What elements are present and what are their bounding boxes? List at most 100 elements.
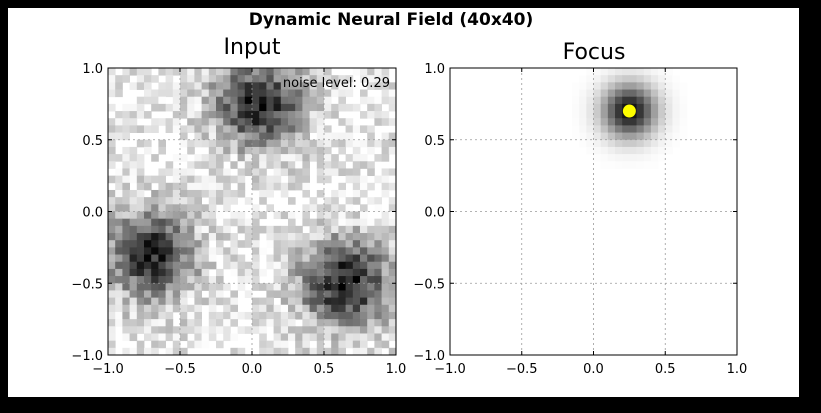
heatmap-cell bbox=[252, 175, 260, 184]
heatmap-cell bbox=[288, 89, 296, 98]
heatmap-cell bbox=[324, 82, 332, 90]
heatmap-cell bbox=[381, 233, 390, 241]
heatmap-cell bbox=[388, 175, 397, 184]
heatmap-cell bbox=[622, 146, 630, 155]
heatmap-cell bbox=[223, 175, 231, 184]
heatmap-cell bbox=[636, 125, 645, 133]
heatmap-cell bbox=[288, 132, 296, 141]
heatmap-cell bbox=[158, 82, 166, 90]
heatmap-cell bbox=[201, 118, 210, 126]
heatmap-cell bbox=[273, 326, 282, 334]
heatmap-cell bbox=[230, 118, 238, 126]
heatmap-cell bbox=[216, 340, 224, 349]
heatmap-cell bbox=[622, 82, 630, 90]
x-tick-label: −1.0 bbox=[434, 362, 466, 377]
heatmap-cell bbox=[230, 311, 238, 320]
x-tick-label: −0.5 bbox=[164, 362, 196, 377]
heatmap-cell bbox=[650, 89, 659, 98]
heatmap-cell bbox=[374, 233, 382, 241]
heatmap-cell bbox=[172, 268, 181, 277]
heatmap-cell bbox=[151, 197, 159, 205]
heatmap-cell bbox=[259, 161, 267, 169]
heatmap-cell bbox=[338, 218, 346, 227]
heatmap-cell bbox=[172, 218, 181, 227]
heatmap-cell bbox=[295, 154, 303, 162]
heatmap-cell bbox=[187, 68, 195, 76]
heatmap-cell bbox=[230, 290, 238, 298]
heatmap-cell bbox=[208, 297, 217, 306]
heatmap-cell bbox=[122, 254, 130, 263]
heatmap-cell bbox=[201, 211, 210, 220]
heatmap-cell bbox=[302, 268, 310, 277]
heatmap-cell bbox=[252, 154, 260, 162]
heatmap-cell bbox=[658, 111, 666, 119]
heatmap-cell bbox=[316, 161, 325, 169]
heatmap-cell bbox=[579, 139, 587, 148]
heatmap-cell bbox=[129, 311, 138, 320]
heatmap-cell bbox=[288, 168, 296, 177]
heatmap-cell bbox=[679, 111, 688, 119]
heatmap-cell bbox=[381, 297, 390, 306]
heatmap-cell bbox=[266, 118, 274, 126]
heatmap-cell bbox=[144, 347, 152, 356]
heatmap-cell bbox=[180, 233, 188, 241]
heatmap-cell bbox=[309, 319, 318, 327]
heatmap-cell bbox=[665, 89, 673, 98]
heatmap-cell bbox=[600, 96, 609, 105]
heatmap-cell bbox=[388, 82, 397, 90]
heatmap-cell bbox=[593, 146, 602, 155]
heatmap-cell bbox=[345, 319, 354, 327]
heatmap-cell bbox=[331, 139, 339, 148]
heatmap-cell bbox=[165, 189, 174, 198]
heatmap-cell bbox=[230, 146, 238, 155]
heatmap-cell bbox=[338, 161, 346, 169]
heatmap-cell bbox=[288, 304, 296, 313]
heatmap-cell bbox=[381, 240, 390, 248]
heatmap-cell bbox=[679, 118, 688, 126]
heatmap-cell bbox=[201, 89, 210, 98]
heatmap-cell bbox=[129, 290, 138, 298]
heatmap-cell bbox=[180, 225, 188, 234]
heatmap-cell bbox=[295, 111, 303, 119]
heatmap-cell bbox=[108, 319, 116, 327]
heatmap-cell bbox=[600, 118, 609, 126]
heatmap-cell bbox=[607, 89, 616, 98]
heatmap-cell bbox=[280, 125, 289, 133]
heatmap-cell bbox=[600, 132, 609, 141]
heatmap-cell bbox=[345, 254, 354, 263]
heatmap-cell bbox=[259, 68, 267, 76]
focus-panel: Focus −1.0 −0.5 0.0 0.5 1.0−1.0−0.50.00.51.0 bbox=[413, 40, 747, 377]
heatmap-cell bbox=[115, 111, 123, 119]
heatmap-cell bbox=[115, 154, 123, 162]
heatmap-cell bbox=[636, 146, 645, 155]
heatmap-cell bbox=[622, 75, 630, 83]
heatmap-cell bbox=[266, 111, 274, 119]
heatmap-cell bbox=[388, 139, 397, 148]
heatmap-cell bbox=[331, 297, 339, 306]
heatmap-cell bbox=[129, 111, 138, 119]
heatmap-cell bbox=[288, 254, 296, 263]
heatmap-cell bbox=[302, 189, 310, 198]
heatmap-cell bbox=[129, 347, 138, 356]
heatmap-cell bbox=[237, 168, 246, 177]
heatmap-cell bbox=[345, 75, 354, 83]
heatmap-cell bbox=[122, 175, 130, 184]
heatmap-cell bbox=[338, 276, 346, 284]
heatmap-cell bbox=[187, 197, 195, 205]
heatmap-cell bbox=[165, 347, 174, 356]
heatmap-cell bbox=[302, 211, 310, 220]
heatmap-cell bbox=[579, 103, 587, 112]
heatmap-cell bbox=[252, 311, 260, 320]
heatmap-cell bbox=[273, 139, 282, 148]
heatmap-cell bbox=[151, 276, 159, 284]
heatmap-cell bbox=[237, 182, 246, 191]
heatmap-cell bbox=[352, 139, 361, 148]
heatmap-cell bbox=[360, 125, 368, 133]
heatmap-cell bbox=[345, 218, 354, 227]
heatmap-cell bbox=[180, 125, 188, 133]
heatmap-cell bbox=[324, 268, 332, 277]
heatmap-cell bbox=[280, 168, 289, 177]
heatmap-cell bbox=[187, 204, 195, 212]
heatmap-cell bbox=[345, 283, 354, 291]
heatmap-cell bbox=[244, 233, 253, 241]
